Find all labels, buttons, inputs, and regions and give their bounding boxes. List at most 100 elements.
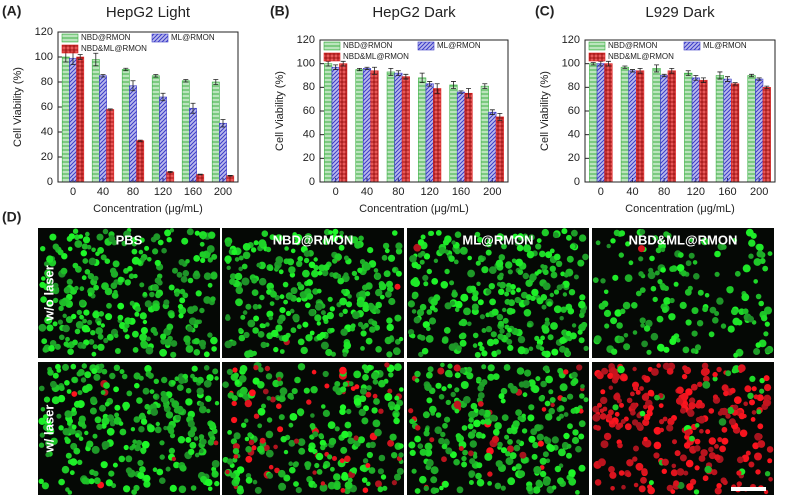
- cell: [487, 471, 493, 477]
- cell: [230, 340, 237, 347]
- cell: [359, 259, 366, 265]
- cell: [716, 483, 722, 489]
- cell: [477, 385, 485, 392]
- cell: [245, 303, 252, 310]
- cell: [652, 235, 659, 241]
- cell: [344, 481, 353, 490]
- bar: [660, 75, 669, 183]
- bar: [723, 78, 732, 183]
- cell: [576, 364, 583, 371]
- column-label: ML@RMON: [462, 232, 533, 247]
- cell: [578, 234, 587, 242]
- cell: [414, 488, 421, 494]
- bar: [136, 140, 145, 183]
- cell: [311, 269, 319, 278]
- cell: [652, 296, 658, 303]
- cell: [459, 318, 468, 327]
- cell: [140, 327, 148, 335]
- cell: [71, 391, 78, 397]
- cell: [399, 387, 404, 392]
- cell: [496, 233, 504, 240]
- cell: [557, 477, 564, 485]
- cell: [93, 373, 101, 381]
- cell: [207, 282, 213, 288]
- cell: [328, 230, 333, 235]
- cell: [125, 467, 133, 474]
- cell: [177, 436, 186, 444]
- cell: [419, 448, 427, 456]
- cell: [619, 402, 624, 408]
- cell: [477, 341, 483, 347]
- cell: [578, 337, 585, 344]
- y-tick-label: 40: [41, 126, 53, 138]
- cell: [199, 241, 205, 247]
- cell: [268, 265, 274, 271]
- cell: [673, 480, 680, 487]
- bar: [691, 77, 700, 183]
- cell: [460, 381, 469, 389]
- legend-swatch: [588, 52, 606, 62]
- cell: [139, 466, 146, 473]
- error-bar: [764, 85, 770, 89]
- cell: [230, 438, 237, 445]
- cell: [389, 433, 397, 441]
- cell: [325, 348, 333, 357]
- cell: [639, 386, 644, 391]
- cell: [700, 449, 708, 457]
- cell: [45, 440, 51, 447]
- error-bar: [137, 139, 143, 142]
- cell: [371, 407, 378, 414]
- cell: [236, 466, 245, 474]
- cell: [259, 294, 265, 301]
- cell: [733, 396, 742, 404]
- cell: [433, 258, 439, 263]
- cell: [321, 404, 326, 409]
- bar: [362, 68, 372, 183]
- cell: [690, 478, 697, 485]
- cell: [279, 294, 285, 300]
- cell: [189, 441, 197, 449]
- cell: [312, 288, 319, 295]
- cell: [289, 395, 295, 400]
- cell: [558, 405, 565, 412]
- cell: [640, 323, 645, 328]
- cell: [623, 343, 631, 351]
- cell: [743, 401, 748, 407]
- cell: [60, 267, 68, 275]
- cell: [742, 264, 751, 273]
- cell: [169, 433, 176, 439]
- cell: [165, 466, 171, 472]
- cell: [385, 290, 392, 298]
- cell: [239, 375, 247, 383]
- cell: [561, 397, 566, 402]
- cell: [234, 257, 240, 262]
- cell: [753, 394, 759, 400]
- cell: [712, 376, 718, 382]
- cell: [430, 476, 438, 484]
- cell: [333, 482, 341, 490]
- cell: [534, 424, 542, 432]
- cell: [288, 422, 294, 428]
- cell: [417, 239, 425, 246]
- bar: [747, 75, 756, 183]
- cell: [169, 484, 177, 492]
- error-bar: [725, 76, 730, 82]
- legend-label: NBD&ML@RMON: [608, 52, 674, 61]
- error-bar: [637, 68, 643, 74]
- error-bar: [153, 74, 159, 78]
- cell: [661, 468, 667, 474]
- cell: [319, 484, 328, 492]
- cell: [142, 387, 150, 395]
- cell: [80, 250, 88, 257]
- cell: [269, 396, 276, 403]
- cell: [224, 340, 233, 349]
- cell: [613, 393, 621, 401]
- cell: [44, 316, 53, 325]
- cell: [387, 254, 396, 262]
- cell: [600, 278, 606, 284]
- cell: [633, 482, 639, 488]
- legend-label: ML@RMON: [171, 33, 215, 42]
- cell: [663, 285, 669, 291]
- cell: [82, 236, 91, 244]
- cell: [677, 481, 685, 490]
